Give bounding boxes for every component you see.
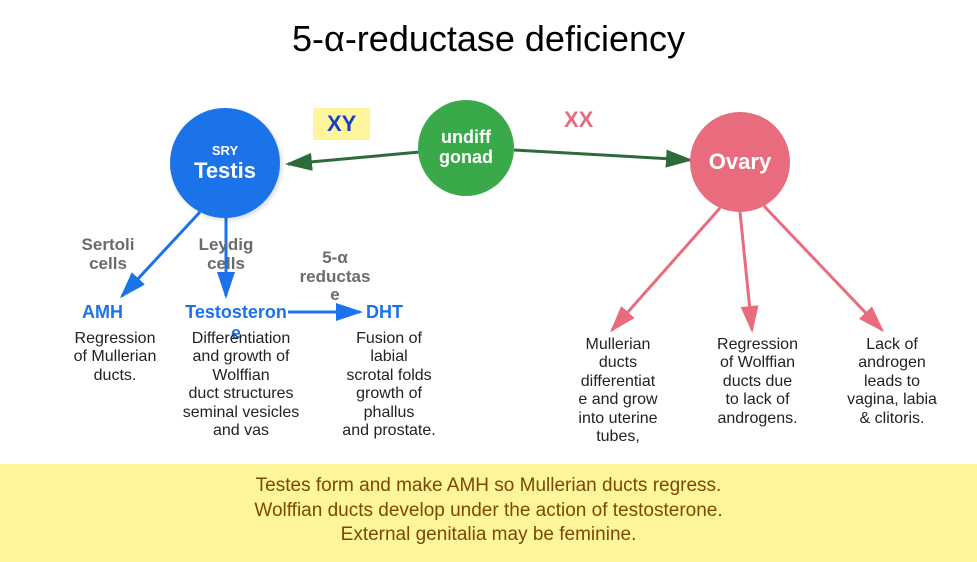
node-ovary-label: Ovary: [709, 149, 771, 175]
desc-wolffian: Regression of Wolffian ducts due to lack…: [700, 336, 815, 428]
summary-box: Testes form and make AMH so Mullerian du…: [0, 464, 977, 562]
node-ovary: Ovary: [690, 112, 790, 212]
node-undiff-label: undiff gonad: [439, 128, 493, 168]
desc-mullerian: Mullerian ducts differentiat e and grow …: [558, 336, 678, 446]
desc-testosterone: Differentiation and growth of Wolffian d…: [166, 330, 316, 440]
branch-label-xx: XX: [564, 107, 593, 133]
edge-label-leydig: Leydig cells: [186, 236, 266, 273]
branch-label-xy: XY: [313, 108, 370, 140]
node-testis-label: Testis: [194, 158, 256, 184]
edge-label-reductase: 5-α reductas e: [290, 249, 380, 305]
page-title: 5-α-reductase deficiency: [0, 18, 977, 60]
desc-amh: Regression of Mullerian ducts.: [60, 330, 170, 385]
hormone-amh: AMH: [82, 302, 123, 323]
node-testis: SRY Testis: [170, 108, 280, 218]
node-undiff-gonad: undiff gonad: [418, 100, 514, 196]
desc-androgen: Lack of androgen leads to vagina, labia …: [832, 336, 952, 428]
hormone-dht: DHT: [366, 302, 403, 323]
node-testis-sry: SRY: [212, 143, 238, 158]
desc-dht: Fusion of labial scrotal folds growth of…: [330, 330, 448, 440]
edge-label-sertoli: Sertoli cells: [68, 236, 148, 273]
